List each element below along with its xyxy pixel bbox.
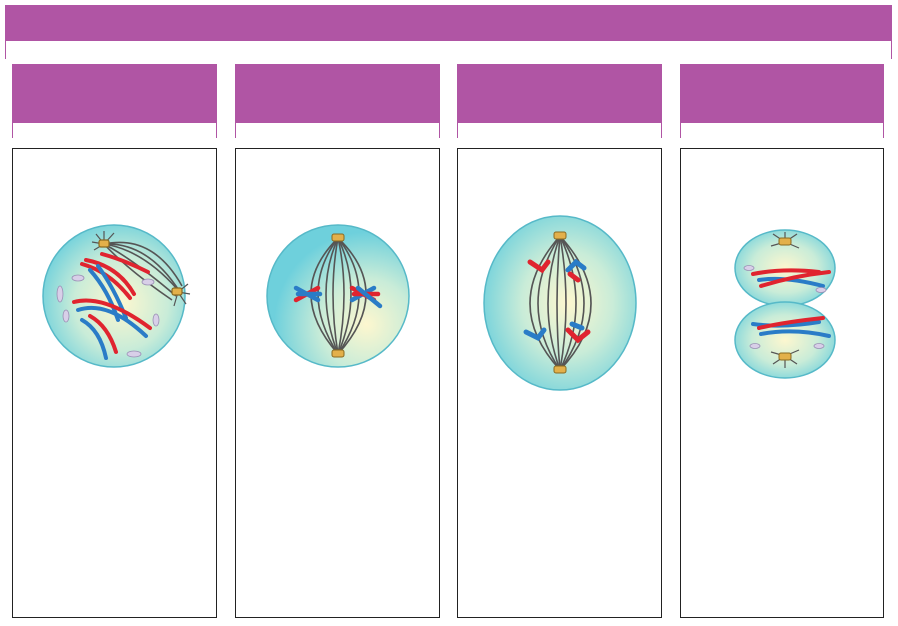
centrosome-icon xyxy=(331,233,345,242)
vesicles xyxy=(56,274,160,358)
header-tick xyxy=(216,123,217,138)
anaphase-cell-illustration xyxy=(483,215,637,391)
top-banner xyxy=(5,5,892,41)
centrosome-icon xyxy=(778,237,792,361)
banner-right-tick xyxy=(891,41,892,59)
banner-left-tick xyxy=(5,41,6,59)
banner-title xyxy=(5,5,892,41)
cell-membrane xyxy=(266,224,410,368)
metaphase-cell-illustration xyxy=(266,224,410,368)
phase-header-1 xyxy=(12,64,217,123)
header-tick xyxy=(439,123,440,138)
phase-header-4 xyxy=(680,64,884,123)
prophase-cell-illustration xyxy=(42,224,191,368)
header-tick xyxy=(883,123,884,138)
chromosomes xyxy=(293,285,383,309)
vesicles xyxy=(743,265,827,349)
phase-box-telophase xyxy=(680,148,884,618)
phase-header-3 xyxy=(457,64,662,123)
phase-box-metaphase xyxy=(235,148,440,618)
cell-membrane xyxy=(483,215,637,391)
header-tick xyxy=(661,123,662,138)
centrosome-icon xyxy=(331,349,345,358)
centrosome-icon xyxy=(91,231,115,251)
centrosome-icon xyxy=(553,231,567,240)
centrosome-icon xyxy=(171,283,191,307)
header-tick xyxy=(235,123,236,138)
centrosome-icon xyxy=(553,365,567,374)
header-tick xyxy=(680,123,681,138)
chromosomes xyxy=(751,268,831,338)
spindle-fibers xyxy=(529,235,592,371)
header-tick xyxy=(12,123,13,138)
phase-header-2 xyxy=(235,64,440,123)
header-tick xyxy=(457,123,458,138)
chromosomes xyxy=(72,252,152,360)
phase-box-prophase xyxy=(12,148,217,618)
telophase-cell-illustration xyxy=(734,229,836,379)
chromosomes xyxy=(523,258,591,344)
